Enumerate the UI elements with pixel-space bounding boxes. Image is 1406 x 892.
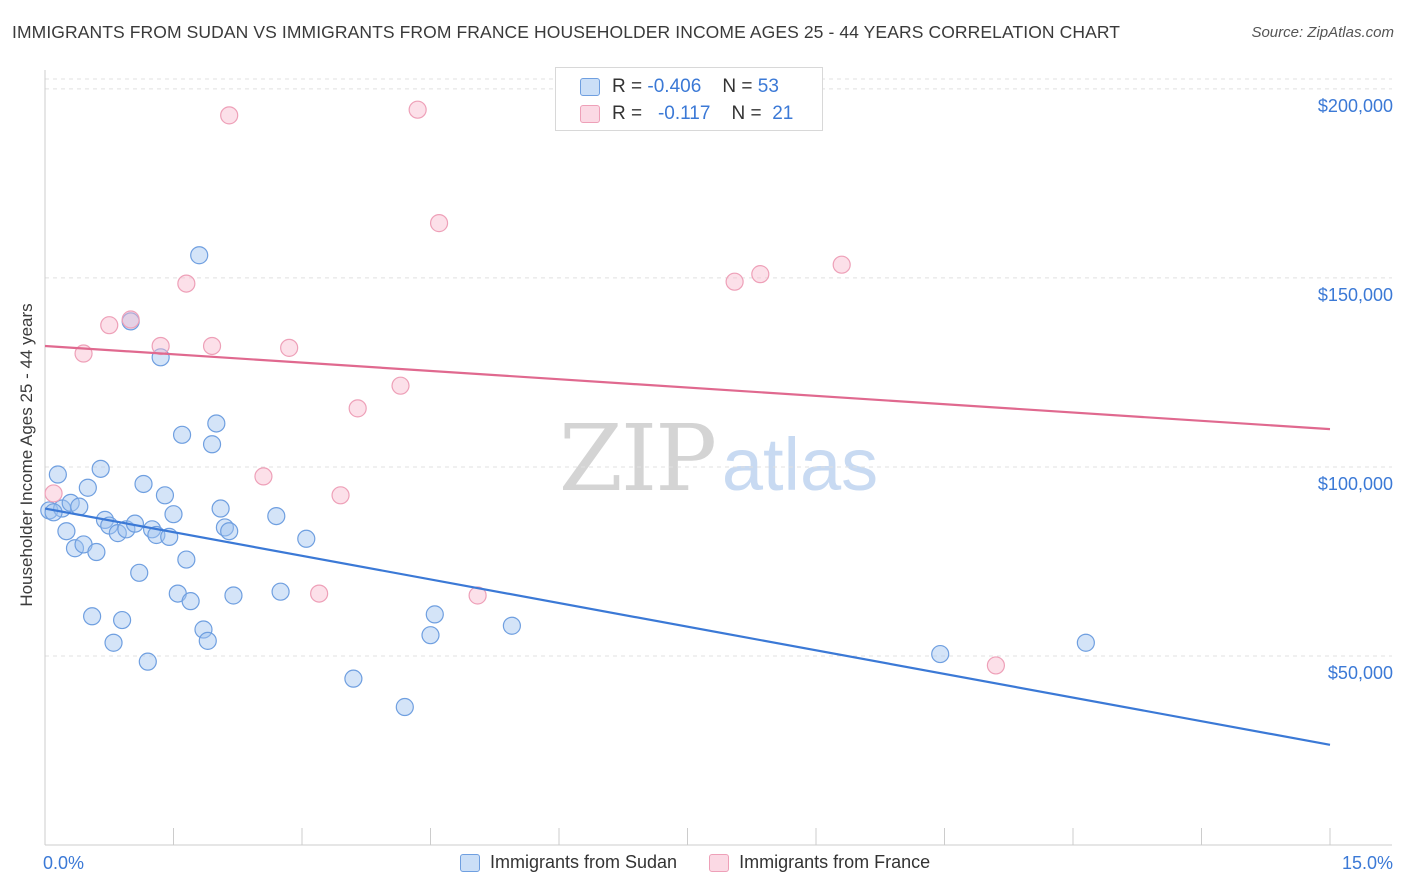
- legend-swatch-sudan: [580, 78, 600, 96]
- data-point-sudan: [198, 631, 217, 650]
- data-point-france: [280, 338, 299, 357]
- data-point-france: [44, 484, 63, 503]
- data-point-sudan: [190, 246, 209, 265]
- data-point-france: [151, 336, 170, 356]
- data-point-france: [986, 656, 1006, 675]
- legend-r-label: R =: [612, 103, 643, 124]
- data-point-sudan: [207, 414, 226, 433]
- legend-r-label: R =: [612, 76, 643, 97]
- watermark-zip: ZIP: [559, 405, 715, 512]
- legend-n-label: N =: [731, 103, 762, 124]
- data-point-sudan: [70, 497, 89, 516]
- trend-line-sudan: [44, 507, 1331, 746]
- data-point-france: [429, 214, 449, 233]
- data-point-sudan: [220, 522, 239, 541]
- legend-n-value-france: 21: [772, 103, 794, 124]
- data-point-france: [100, 316, 119, 335]
- series-legend-france: Immigrants from France: [709, 852, 930, 873]
- legend-row-sudan: R = -0.406 N = 53: [580, 74, 779, 100]
- data-point-sudan: [181, 592, 200, 611]
- legend-r-value-sudan: -0.406: [647, 76, 702, 97]
- y-tick-label: $100,000: [1318, 474, 1393, 494]
- y-tick-label: $50,000: [1328, 663, 1393, 683]
- data-point-france: [832, 255, 851, 274]
- x-tick-label-max: 15.0%: [1342, 853, 1393, 873]
- chart-title: IMMIGRANTS FROM SUDAN VS IMMIGRANTS FROM…: [12, 22, 1121, 42]
- data-point-sudan: [271, 582, 290, 601]
- correlation-legend: R = -0.406 N = 53 R = -0.117 N = 21: [555, 67, 823, 131]
- data-point-sudan: [425, 605, 444, 624]
- x-tick-label-min: 0.0%: [43, 853, 84, 873]
- data-point-sudan: [194, 620, 213, 639]
- series-label-france: Immigrants from France: [739, 852, 931, 872]
- data-point-sudan: [91, 459, 110, 478]
- y-tick-label: $200,000: [1318, 96, 1393, 116]
- data-point-france: [331, 486, 350, 505]
- data-point-sudan: [108, 524, 127, 543]
- data-point-sudan: [87, 542, 106, 562]
- data-point-france: [408, 100, 427, 119]
- legend-r-value-france: -0.117: [657, 103, 711, 124]
- data-point-sudan: [211, 499, 230, 518]
- data-point-sudan: [931, 644, 950, 664]
- data-point-sudan: [344, 669, 363, 688]
- watermark-atlas: atlas: [722, 423, 878, 506]
- series-legend-sudan: Immigrants from Sudan: [460, 852, 677, 873]
- data-point-sudan: [104, 633, 123, 652]
- data-point-france: [121, 310, 140, 329]
- series-swatch-sudan: [460, 853, 480, 872]
- data-point-sudan: [112, 610, 132, 630]
- data-point-france: [202, 336, 222, 356]
- legend-n-value-sudan: 53: [757, 76, 779, 97]
- data-point-france: [310, 584, 329, 603]
- data-point-sudan: [78, 478, 97, 497]
- series-swatch-france: [709, 853, 730, 872]
- data-point-sudan: [138, 652, 157, 671]
- data-point-sudan: [297, 529, 316, 548]
- data-point-sudan: [57, 522, 76, 541]
- legend-swatch-france: [580, 105, 600, 123]
- data-point-sudan: [177, 550, 196, 569]
- data-point-france: [177, 274, 196, 293]
- data-point-france: [348, 399, 367, 418]
- data-point-sudan: [172, 425, 192, 444]
- data-point-sudan: [224, 586, 243, 605]
- data-point-sudan: [130, 563, 149, 582]
- data-point-sudan: [395, 697, 414, 717]
- y-tick-label: $150,000: [1318, 285, 1393, 305]
- data-point-sudan: [65, 539, 85, 558]
- data-point-sudan: [134, 474, 153, 494]
- data-point-sudan: [1076, 633, 1095, 652]
- data-point-france: [254, 467, 273, 486]
- data-point-sudan: [421, 626, 440, 645]
- data-point-sudan: [61, 493, 80, 512]
- legend-n-label: N =: [722, 76, 753, 97]
- trend-line-france: [44, 344, 1331, 431]
- data-point-france: [751, 265, 770, 284]
- data-point-sudan: [83, 607, 102, 626]
- data-point-france: [391, 376, 410, 395]
- data-point-sudan: [48, 465, 67, 484]
- data-point-sudan: [267, 506, 286, 526]
- data-point-sudan: [155, 486, 175, 505]
- data-point-sudan: [164, 505, 183, 524]
- series-legend: Immigrants from Sudan Immigrants from Fr…: [460, 852, 962, 873]
- data-point-sudan: [502, 616, 521, 635]
- series-label-sudan: Immigrants from Sudan: [490, 852, 678, 872]
- data-point-france: [220, 106, 239, 125]
- chart-source: Source: ZipAtlas.com: [1251, 24, 1394, 41]
- data-point-france: [725, 272, 744, 291]
- legend-row-france: R = -0.117 N = 21: [580, 101, 793, 127]
- data-point-sudan: [202, 435, 222, 454]
